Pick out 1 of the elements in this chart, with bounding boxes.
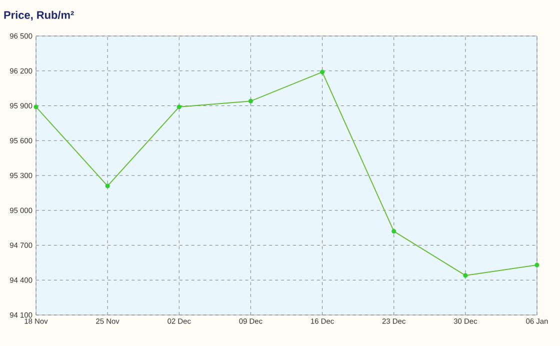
chart-title: Price, Rub/m² xyxy=(4,10,74,21)
